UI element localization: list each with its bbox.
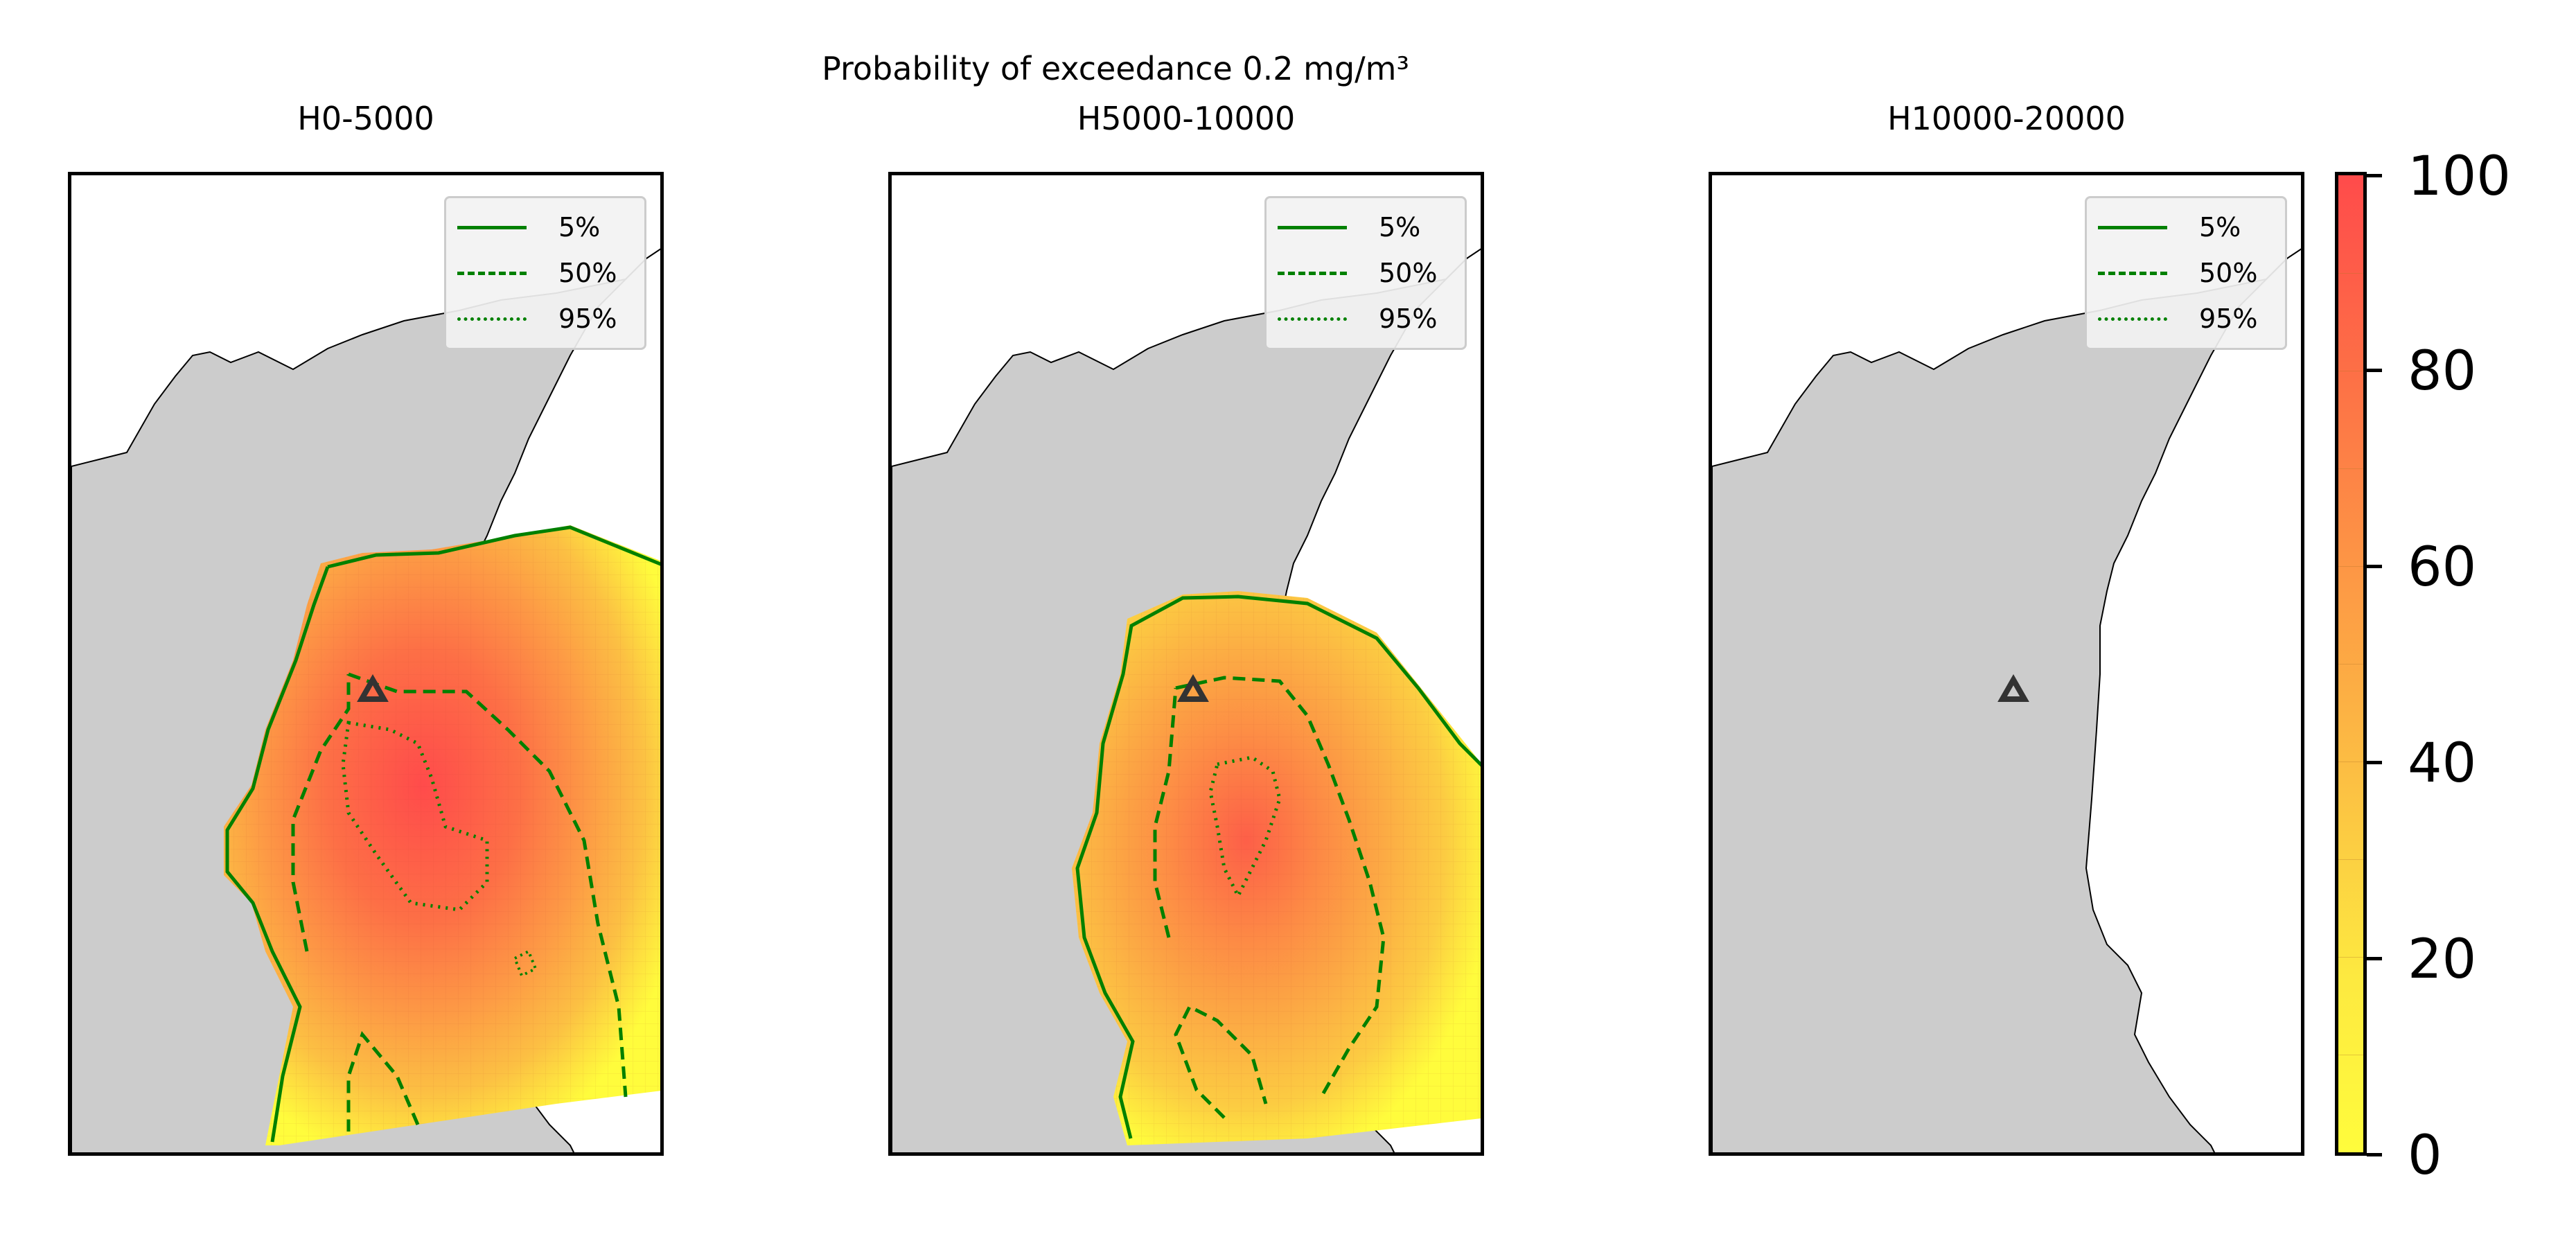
volcano-marker <box>1177 674 1209 702</box>
legend-2: 5% 50% 95% <box>1264 196 1467 350</box>
colorbar-label-40: 40 <box>2408 732 2477 795</box>
contour-50pct <box>291 672 628 1132</box>
legend-item-50pct: 50% <box>2098 259 2278 287</box>
legend-item-50pct: 50% <box>457 259 637 287</box>
figure-title-line1: Probability of exceedance 0.2 mg/m³ <box>822 50 1409 87</box>
volcano-marker <box>1997 674 2029 702</box>
colorbar-label-100: 100 <box>2408 146 2511 208</box>
coastline-right <box>2085 248 2301 1152</box>
legend-item-50pct: 50% <box>1278 259 1458 287</box>
map-panel-3: 5% 50% 95% <box>1709 172 2304 1156</box>
panel-title-3: H10000-20000 <box>1887 100 2126 137</box>
legend-item-5pct: 5% <box>2098 213 2278 241</box>
legend-3: 5% 50% 95% <box>2085 196 2287 350</box>
contour-5pct <box>1075 595 1481 1139</box>
legend-item-95pct: 95% <box>1278 305 1458 333</box>
colorbar-tick-20 <box>2367 957 2382 960</box>
colorbar-tick-80 <box>2367 369 2382 372</box>
legend-1: 5% 50% 95% <box>444 196 646 350</box>
panel-title-2: H5000-10000 <box>1077 100 1296 137</box>
panel-title-1: H0-5000 <box>297 100 434 137</box>
figure-title: Probability of exceedance 0.2 mg/m³ <box>804 47 1427 90</box>
map-2-svg <box>892 248 1481 1152</box>
map-panel-2: 5% 50% 95% <box>888 172 1484 1156</box>
volcano-marker <box>357 674 389 702</box>
legend-item-5pct: 5% <box>457 213 637 241</box>
contour-5pct <box>225 525 660 1143</box>
map-3-svg <box>1712 248 2301 1152</box>
legend-item-95pct: 95% <box>2098 305 2278 333</box>
colorbar-label-80: 80 <box>2408 340 2477 403</box>
colorbar-tick-0 <box>2367 1153 2382 1156</box>
legend-item-95pct: 95% <box>457 305 637 333</box>
map-panel-1: 5% 50% 95% <box>68 172 664 1156</box>
colorbar-label-0: 0 <box>2408 1125 2442 1187</box>
colorbar-tick-60 <box>2367 565 2382 568</box>
colorbar-label-20: 20 <box>2408 928 2477 991</box>
colorbar-label-60: 60 <box>2408 536 2477 599</box>
colorbar-tick-40 <box>2367 761 2382 764</box>
colorbar-tick-100 <box>2367 174 2382 177</box>
legend-item-5pct: 5% <box>1278 213 1458 241</box>
map-1-svg <box>71 248 660 1152</box>
contour-50pct <box>1153 676 1386 1119</box>
colorbar <box>2335 172 2367 1156</box>
contour-95pct <box>341 721 489 912</box>
